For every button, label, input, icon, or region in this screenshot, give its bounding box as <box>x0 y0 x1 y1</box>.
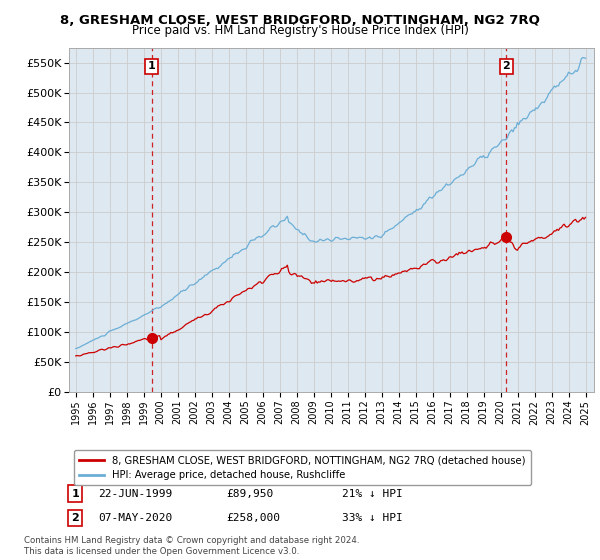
Text: 1: 1 <box>71 488 79 498</box>
Text: Contains HM Land Registry data © Crown copyright and database right 2024.
This d: Contains HM Land Registry data © Crown c… <box>24 536 359 556</box>
Text: 07-MAY-2020: 07-MAY-2020 <box>98 513 172 522</box>
Text: 2: 2 <box>503 62 511 71</box>
Text: 22-JUN-1999: 22-JUN-1999 <box>98 488 172 498</box>
Text: 1: 1 <box>148 62 155 71</box>
Text: £258,000: £258,000 <box>227 513 281 522</box>
Text: Price paid vs. HM Land Registry's House Price Index (HPI): Price paid vs. HM Land Registry's House … <box>131 24 469 37</box>
Text: 2: 2 <box>71 513 79 522</box>
Text: 21% ↓ HPI: 21% ↓ HPI <box>342 488 403 498</box>
Text: £89,950: £89,950 <box>227 488 274 498</box>
Text: 33% ↓ HPI: 33% ↓ HPI <box>342 513 403 522</box>
Legend: 8, GRESHAM CLOSE, WEST BRIDGFORD, NOTTINGHAM, NG2 7RQ (detached house), HPI: Ave: 8, GRESHAM CLOSE, WEST BRIDGFORD, NOTTIN… <box>74 450 530 486</box>
Text: 8, GRESHAM CLOSE, WEST BRIDGFORD, NOTTINGHAM, NG2 7RQ: 8, GRESHAM CLOSE, WEST BRIDGFORD, NOTTIN… <box>60 14 540 27</box>
